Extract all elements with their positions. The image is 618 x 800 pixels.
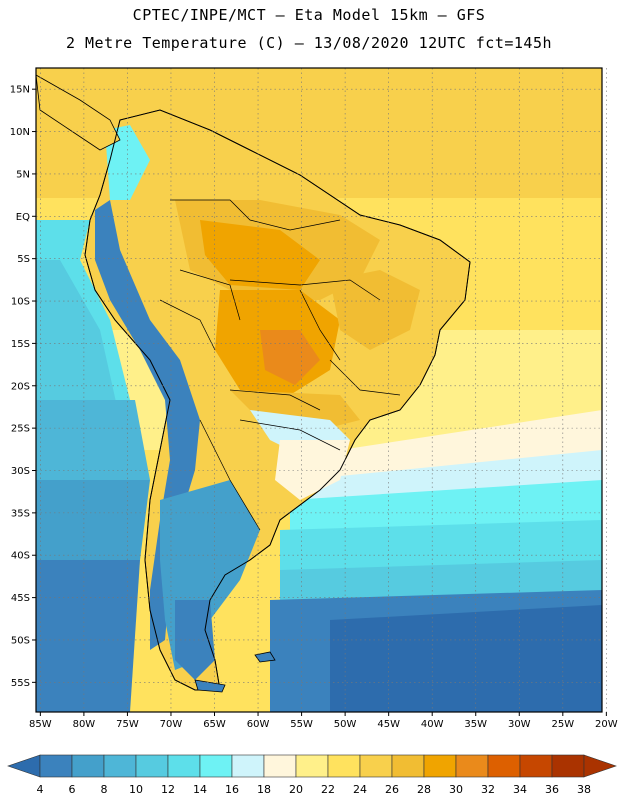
lon-tick-label: 65W (203, 719, 226, 730)
pacific-band-8 (36, 480, 150, 560)
lon-tick-label: 85W (29, 719, 52, 730)
pacific-band-10 (36, 400, 150, 480)
lat-tick-label: 45S (11, 593, 30, 604)
map-frame (35, 67, 603, 713)
colorbar-swatch (391, 754, 425, 778)
colorbar-arrow-high (583, 754, 617, 778)
colorbar-level-label: 22 (321, 783, 335, 796)
country-borders (159, 199, 401, 531)
lat-tick-label: 40S (11, 551, 30, 562)
lat-tick-label: 5S (17, 254, 30, 265)
coastline (84, 109, 471, 691)
lat-tick-label: EQ (16, 212, 30, 223)
lon-tick-label: 35W (464, 719, 487, 730)
lat-tick-label: 5N (16, 169, 30, 180)
lat-tick-label: 10N (10, 127, 30, 138)
colorbar-swatch (167, 754, 201, 778)
longitude-labels: 85W 80W 75W 70W 65W 60W 55W 50W 45W 40W 35W 30W 25W 2… (29, 719, 618, 730)
colorbar-level-label: 28 (417, 783, 431, 796)
colorbar-swatch (231, 754, 265, 778)
colorbar-level-label: 36 (545, 783, 559, 796)
colorbar-swatch (295, 754, 329, 778)
lon-tick-label: 75W (116, 719, 139, 730)
lat-lon-grid (32, 68, 607, 716)
lat-tick-label: 20S (11, 381, 30, 392)
colorbar-level-label: 20 (289, 783, 303, 796)
colorbar-level-label: 26 (385, 783, 399, 796)
colorbar-level-label: 10 (129, 783, 143, 796)
tierra-del-fuego (194, 679, 226, 693)
title-line-2: 2 Metre Temperature (C) – 13/08/2020 12U… (65, 34, 553, 52)
lon-tick-label: 25W (552, 719, 575, 730)
colorbar-swatch (551, 754, 585, 778)
pacific-band-6 (36, 560, 140, 712)
temperature-field (36, 68, 602, 712)
colorbar-swatch (359, 754, 393, 778)
lat-tick-label: 15N (10, 85, 30, 96)
lat-tick-label: 10S (11, 297, 30, 308)
colorbar-arrow-low (7, 754, 41, 778)
lon-tick-label: 80W (73, 719, 96, 730)
pacific-band-12 (36, 260, 120, 430)
lat-tick-label: 25S (11, 424, 30, 435)
lon-tick-label: 40W (421, 719, 444, 730)
colorbar-level-label: 4 (37, 783, 44, 796)
lon-tick-label: 20W (595, 719, 618, 730)
ocean-band-4 (330, 605, 602, 712)
colorbar-level-label: 34 (513, 783, 527, 796)
colorbar-level-label: 30 (449, 783, 463, 796)
region-pantanal-34 (260, 330, 320, 385)
colorbar-swatch (103, 754, 137, 778)
region-amazon-32 (200, 220, 320, 290)
colorbar-level-label: 32 (481, 783, 495, 796)
lat-tick-label: 35S (11, 508, 30, 519)
colorbar-swatch (423, 754, 457, 778)
colorbar-level-label: 18 (257, 783, 271, 796)
colorbar-swatch (487, 754, 521, 778)
region-uruguay-22 (275, 440, 350, 500)
colorbar-level-label: 8 (101, 783, 108, 796)
central-america (36, 74, 121, 151)
colorbar-swatch (327, 754, 361, 778)
colorbar-level-label: 6 (69, 783, 76, 796)
colorbar-level-label: 14 (193, 783, 207, 796)
colorbar-swatch (455, 754, 489, 778)
lon-tick-label: 50W (334, 719, 357, 730)
lon-tick-label: 70W (160, 719, 183, 730)
lat-tick-label: 50S (11, 635, 30, 646)
title-line-1: CPTEC/INPE/MCT – Eta Model 15km – GFS (132, 6, 486, 24)
lat-tick-label: 15S (11, 339, 30, 350)
colorbar-level-label: 24 (353, 783, 367, 796)
lat-tick-label: 30S (11, 466, 30, 477)
colorbar-swatch (519, 754, 553, 778)
colorbar-swatch (39, 754, 73, 778)
colorbar: 4 6 8 10 12 14 16 18 20 22 24 26 28 30 32 34 36 38 (7, 754, 617, 796)
lon-tick-label: 30W (508, 719, 531, 730)
lon-tick-label: 45W (377, 719, 400, 730)
colorbar-swatch (135, 754, 169, 778)
colorbar-swatch (71, 754, 105, 778)
region-cerrado-30 (330, 270, 420, 350)
colorbar-swatch (199, 754, 233, 778)
colorbar-level-label: 12 (161, 783, 175, 796)
latitude-labels: 15N 10N 5N EQ 5S 10S 15S 20S 25S 30S 35S 40S 45S 50S 5… (10, 85, 30, 689)
colorbar-level-label: 38 (577, 783, 591, 796)
lon-tick-label: 55W (290, 719, 313, 730)
lat-tick-label: 55S (11, 678, 30, 689)
colorbar-level-label: 16 (225, 783, 239, 796)
falkland-islands (254, 651, 276, 663)
colorbar-swatch (263, 754, 297, 778)
lon-tick-label: 60W (247, 719, 270, 730)
